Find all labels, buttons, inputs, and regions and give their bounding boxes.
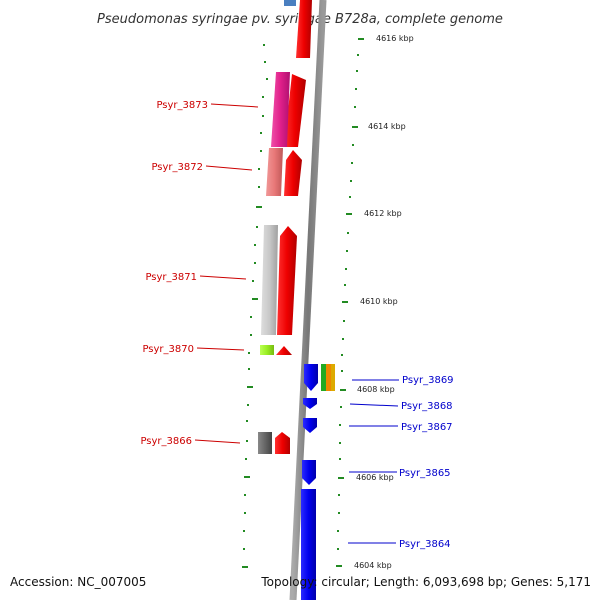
svg-text:Psyr_3869[interactable]: Psyr_3869: [402, 375, 454, 386]
gene-label-left-psyr-3870[interactable]: Psyr_3870: [142, 344, 245, 355]
kbp-label-4610: 4610 kbp: [360, 297, 398, 306]
svg-text:Psyr_3867[interactable]: Psyr_3867: [401, 422, 453, 433]
svg-text:Psyr_3868[interactable]: Psyr_3868: [401, 401, 453, 412]
kbp-label-4604: 4604 kbp: [354, 561, 392, 570]
gene-label-right-psyr-3864[interactable]: Psyr_3864: [348, 539, 451, 550]
accession-text: Accession: NC_007005: [10, 575, 146, 589]
gene-arrow-reverse[interactable]: [301, 489, 316, 600]
feature-bars-3869[interactable]: [321, 364, 335, 391]
svg-text:Psyr_3865[interactable]: Psyr_3865: [399, 468, 451, 479]
gene-arrow-forward[interactable]: [296, 0, 312, 58]
reverse-strand-genes[interactable]: [301, 364, 318, 600]
gene-arrow-forward[interactable]: [277, 226, 297, 335]
gene-bar-psyr-3872[interactable]: [266, 148, 283, 196]
gene-arrow-reverse[interactable]: [303, 398, 317, 409]
forward-strand-genes[interactable]: [275, 0, 312, 454]
gene-label-right-psyr-3869[interactable]: Psyr_3869: [352, 375, 454, 386]
svg-text:Psyr_3872[interactable]: Psyr_3872: [151, 162, 203, 173]
gene-arrow-forward[interactable]: [284, 150, 302, 196]
gene-bar-psyr-3871[interactable]: [261, 225, 278, 335]
svg-text:Psyr_3864[interactable]: Psyr_3864: [399, 539, 451, 550]
svg-text:Psyr_3870[interactable]: Psyr_3870: [142, 344, 194, 355]
feature-bar-orange[interactable]: [326, 364, 331, 391]
svg-text:Psyr_3871[interactable]: Psyr_3871: [145, 272, 197, 283]
gene-arrow-forward[interactable]: [284, 74, 306, 147]
gene-arrow-forward[interactable]: [275, 432, 290, 454]
svg-text:Psyr_3873[interactable]: Psyr_3873: [156, 100, 208, 111]
gene-label-right-psyr-3865[interactable]: Psyr_3865: [349, 468, 451, 479]
inner-tick-ring: [242, 44, 268, 568]
gene-label-left-psyr-3871[interactable]: Psyr_3871: [145, 272, 247, 283]
gene-label-left-psyr-3873[interactable]: Psyr_3873: [156, 100, 259, 111]
outer-tick-ring: [336, 38, 364, 567]
genome-summary-text: Topology: circular; Length: 6,093,698 bp…: [260, 575, 591, 589]
kbp-label-4612: 4612 kbp: [364, 209, 402, 218]
gene-label-left-psyr-3872[interactable]: Psyr_3872: [151, 162, 253, 173]
gene-label-left-psyr-3866[interactable]: Psyr_3866: [140, 436, 241, 447]
feature-bar-gold[interactable]: [331, 364, 335, 391]
kbp-label-4614: 4614 kbp: [368, 122, 406, 131]
gene-bar-psyr-3866[interactable]: [258, 432, 272, 454]
kbp-label-4606: 4606 kbp: [356, 473, 394, 482]
gene-arrow-reverse[interactable]: [302, 460, 316, 485]
gene-arrow-reverse[interactable]: [303, 418, 317, 433]
gene-bar-partial[interactable]: [284, 0, 296, 6]
svg-text:Psyr_3866[interactable]: Psyr_3866: [140, 436, 192, 447]
gene-arrow-forward[interactable]: [276, 346, 292, 355]
genome-backbone: [289, 0, 327, 600]
gene-label-right-psyr-3868[interactable]: Psyr_3868: [349, 401, 453, 412]
feature-bar-green[interactable]: [321, 364, 326, 391]
gene-bar-psyr-3870[interactable]: [260, 345, 274, 355]
kbp-label-4616: 4616 kbp: [376, 34, 414, 43]
gene-label-right-psyr-3867[interactable]: Psyr_3867: [349, 422, 453, 433]
gene-bar-psyr-3873[interactable]: [271, 72, 290, 147]
gene-arrow-reverse[interactable]: [304, 364, 318, 391]
kbp-label-4608: 4608 kbp: [357, 385, 395, 394]
